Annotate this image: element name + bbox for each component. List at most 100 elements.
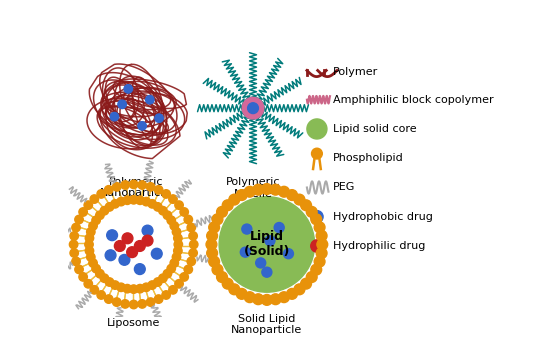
Circle shape — [105, 250, 116, 261]
Circle shape — [265, 236, 275, 246]
Circle shape — [212, 264, 223, 275]
Circle shape — [155, 114, 163, 122]
Circle shape — [119, 255, 130, 265]
Circle shape — [169, 286, 177, 294]
Circle shape — [87, 253, 95, 261]
Circle shape — [138, 300, 147, 308]
Circle shape — [85, 247, 94, 255]
Circle shape — [229, 284, 240, 295]
Circle shape — [314, 222, 325, 233]
Circle shape — [222, 278, 233, 289]
Circle shape — [151, 248, 162, 259]
Circle shape — [104, 185, 113, 194]
Circle shape — [170, 222, 179, 230]
Circle shape — [129, 180, 138, 189]
Circle shape — [207, 230, 218, 241]
Circle shape — [112, 183, 121, 191]
Circle shape — [118, 100, 126, 109]
Circle shape — [138, 181, 147, 189]
Circle shape — [311, 240, 323, 252]
Circle shape — [170, 259, 179, 267]
Circle shape — [212, 214, 223, 225]
Circle shape — [90, 195, 98, 203]
Circle shape — [217, 272, 227, 282]
Text: Phospholipid: Phospholipid — [333, 153, 404, 163]
Circle shape — [242, 98, 264, 119]
Text: Polymer: Polymer — [333, 67, 378, 77]
Circle shape — [311, 264, 322, 275]
Circle shape — [294, 284, 305, 295]
Circle shape — [229, 194, 240, 205]
Circle shape — [105, 203, 114, 211]
Circle shape — [270, 294, 281, 305]
Circle shape — [110, 112, 119, 121]
Text: Amphiphilic block copolymer: Amphiphilic block copolymer — [333, 95, 494, 105]
Circle shape — [147, 298, 155, 306]
Circle shape — [72, 223, 80, 232]
Circle shape — [209, 222, 219, 233]
Circle shape — [262, 184, 272, 194]
Circle shape — [207, 248, 218, 258]
Text: Lipid
(Solid): Lipid (Solid) — [243, 230, 290, 258]
Circle shape — [162, 190, 170, 198]
Circle shape — [174, 234, 182, 242]
Circle shape — [294, 194, 305, 205]
Circle shape — [180, 273, 188, 281]
Circle shape — [104, 295, 113, 303]
Circle shape — [307, 206, 317, 217]
Circle shape — [97, 291, 105, 299]
Circle shape — [124, 85, 133, 93]
Circle shape — [189, 232, 197, 240]
Circle shape — [311, 148, 322, 159]
Circle shape — [75, 265, 83, 274]
Circle shape — [148, 281, 156, 289]
Circle shape — [159, 206, 167, 215]
Circle shape — [187, 223, 195, 232]
Circle shape — [279, 292, 289, 303]
Circle shape — [111, 281, 119, 289]
Circle shape — [163, 211, 172, 219]
Text: Liposome: Liposome — [107, 318, 160, 328]
Circle shape — [127, 247, 137, 257]
Text: Solid Lipid
Nanoparticle: Solid Lipid Nanoparticle — [231, 314, 302, 335]
Circle shape — [84, 201, 93, 209]
Circle shape — [311, 211, 323, 223]
Circle shape — [316, 248, 327, 258]
Circle shape — [117, 283, 125, 292]
Circle shape — [184, 265, 193, 274]
Circle shape — [262, 267, 272, 277]
Circle shape — [146, 95, 154, 104]
Circle shape — [155, 295, 163, 303]
Circle shape — [244, 186, 255, 197]
Circle shape — [148, 200, 156, 208]
Circle shape — [84, 279, 93, 288]
Circle shape — [96, 269, 104, 278]
Circle shape — [111, 200, 119, 208]
Circle shape — [117, 197, 125, 206]
Circle shape — [106, 230, 118, 241]
Circle shape — [244, 292, 255, 303]
Circle shape — [222, 200, 233, 211]
Circle shape — [89, 259, 97, 267]
Circle shape — [314, 256, 325, 267]
Circle shape — [85, 234, 94, 242]
Circle shape — [79, 208, 87, 216]
Text: Polymeric
Micelle: Polymeric Micelle — [226, 178, 280, 199]
Circle shape — [175, 279, 184, 288]
Circle shape — [162, 291, 170, 299]
Circle shape — [142, 235, 153, 246]
Circle shape — [136, 196, 144, 204]
Circle shape — [311, 214, 322, 225]
Circle shape — [236, 190, 247, 200]
Circle shape — [100, 206, 109, 215]
Circle shape — [93, 204, 174, 285]
Circle shape — [172, 227, 181, 236]
Circle shape — [189, 240, 198, 249]
Circle shape — [121, 181, 129, 189]
Circle shape — [114, 241, 125, 251]
Circle shape — [307, 272, 317, 282]
Circle shape — [287, 288, 297, 299]
Circle shape — [142, 225, 153, 236]
Text: PEG: PEG — [333, 183, 355, 193]
Circle shape — [167, 265, 175, 273]
